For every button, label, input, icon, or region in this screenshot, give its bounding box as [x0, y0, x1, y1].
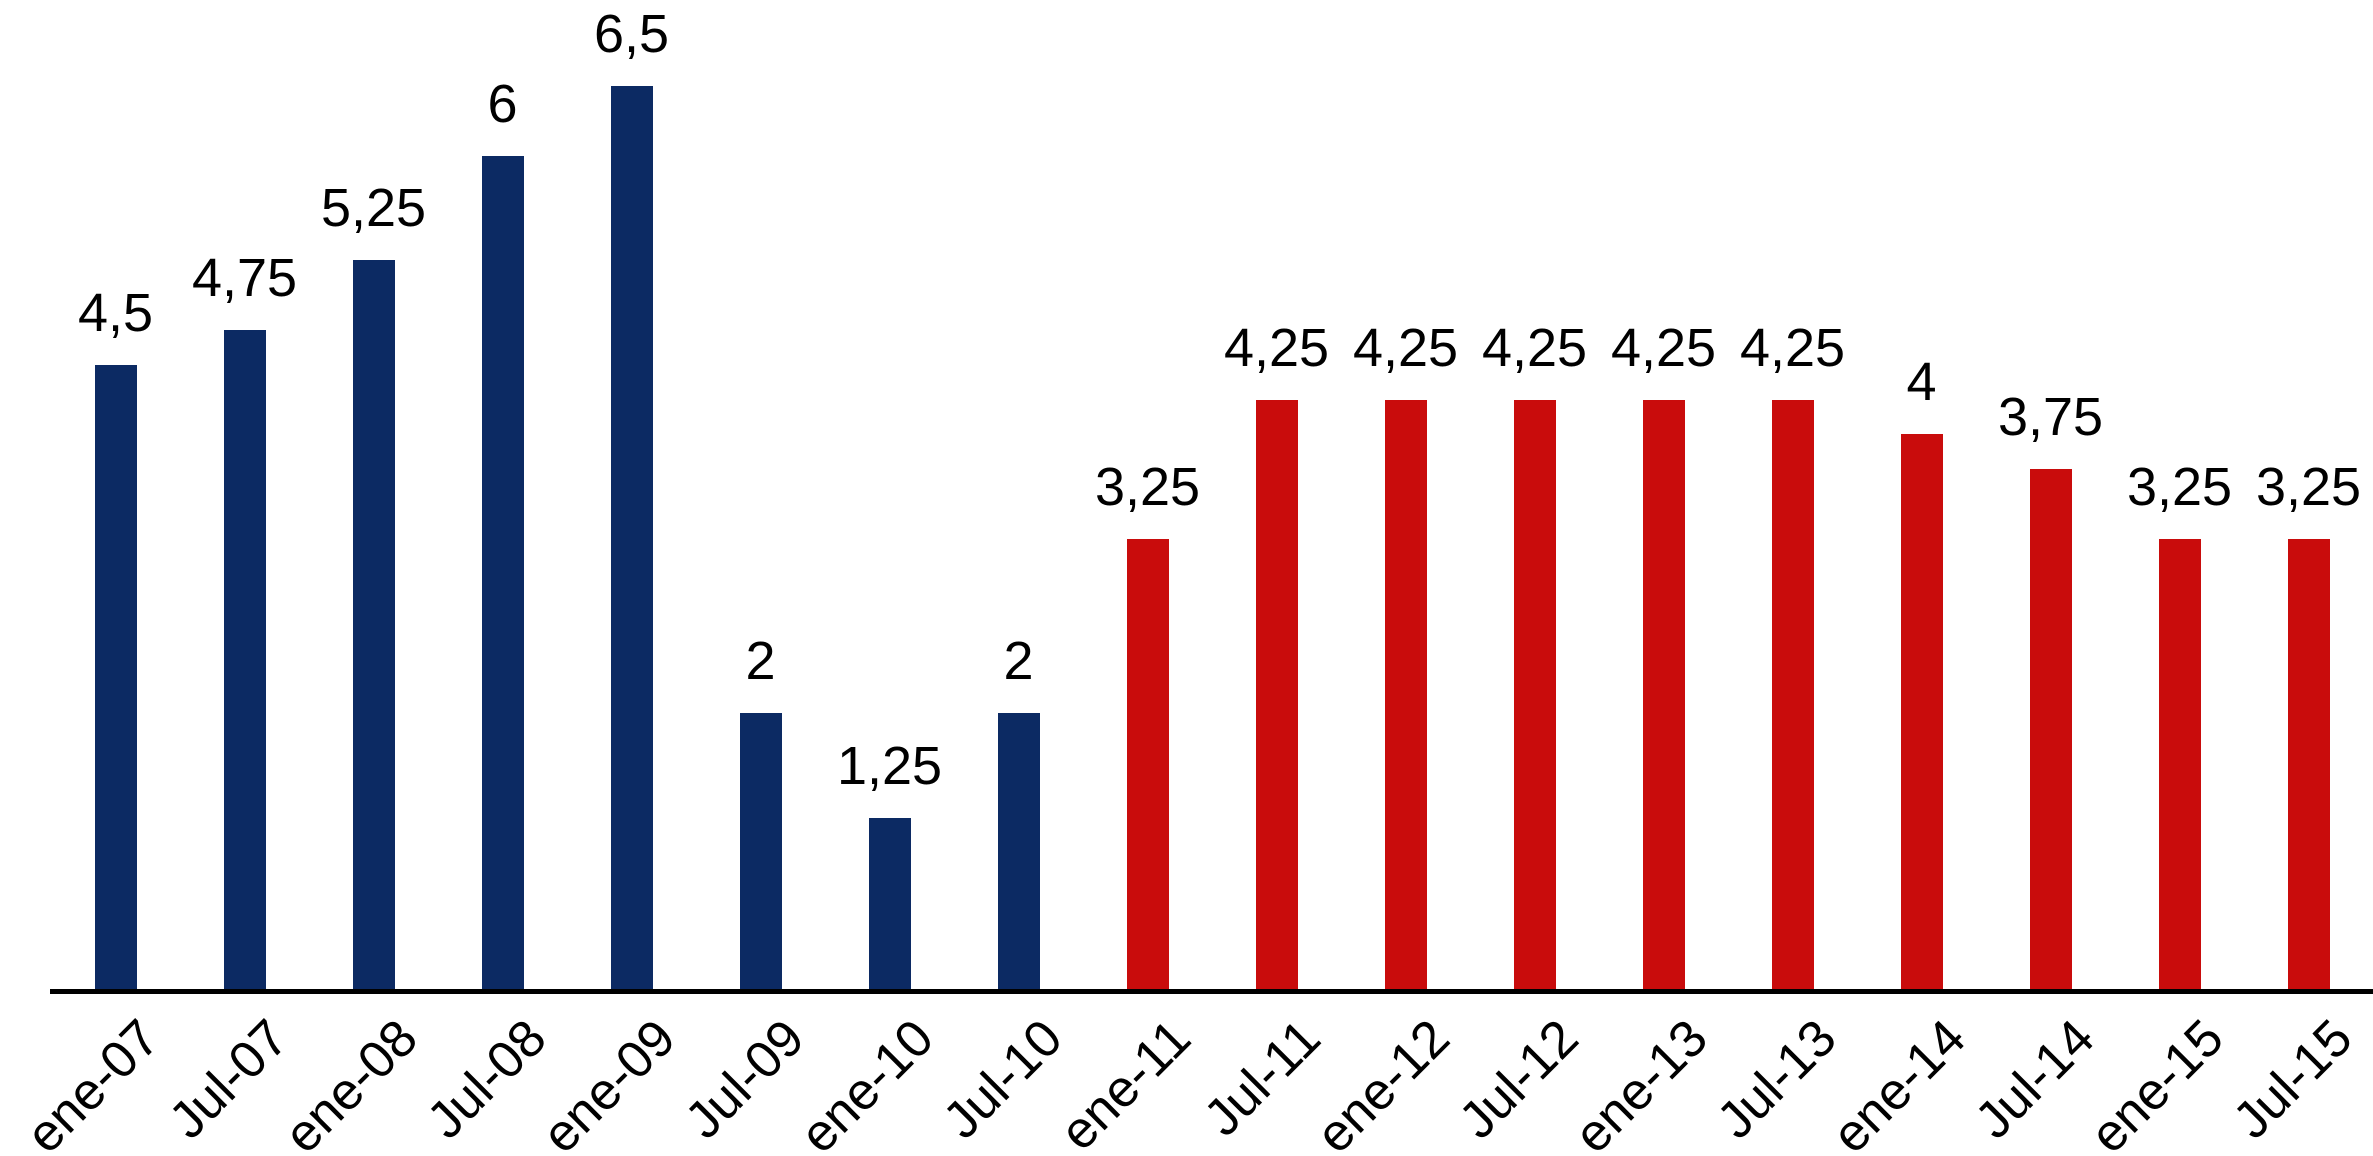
bar-slot-Jul-13: 4,25: [1728, 317, 1857, 992]
bar-slot-ene-07: 4,5: [51, 282, 180, 992]
x-tick-slot-ene-13: ene-13: [1563, 997, 1728, 1156]
bar-Jul-15: [2287, 539, 2330, 992]
bar-value-label: 3,25: [1094, 456, 1201, 517]
bar-slot-Jul-14: 3,75: [1986, 386, 2115, 992]
bar-slot-ene-09: 6,5: [567, 3, 696, 992]
bar-Jul-07: [223, 330, 266, 992]
bar-value-label: 3,25: [2126, 456, 2233, 517]
x-tick-slot-ene-15: ene-15: [2079, 997, 2244, 1156]
bar-slot-ene-11: 3,25: [1083, 456, 1212, 992]
bar-ene-13: [1642, 400, 1685, 992]
bar-slot-Jul-12: 4,25: [1470, 317, 1599, 992]
bar-slot-ene-13: 4,25: [1599, 317, 1728, 992]
x-tick-slot-ene-10: ene-10: [789, 997, 954, 1156]
bar-ene-12: [1384, 400, 1427, 992]
plot-area: 4,5 4,75 5,25 6 6,5 2 1,25 2 3,25 4,25 4,25 4,25 4,2…: [51, 0, 2373, 992]
bar-value-label: 4,75: [191, 247, 298, 308]
bar-slot-Jul-10: 2: [954, 630, 1083, 992]
bar-value-label: 2: [1003, 630, 1034, 691]
bar-value-label: 3,25: [2255, 456, 2362, 517]
x-axis-labels: ene-07 Jul-07 ene-08 Jul-08 ene-09 Jul-09 ene-…: [15, 997, 2373, 1156]
bar-ene-09: [610, 86, 653, 992]
x-tick-slot-ene-07: ene-07: [15, 997, 180, 1156]
bar-value-label: 5,25: [320, 177, 427, 238]
bar-slot-Jul-11: 4,25: [1212, 317, 1341, 992]
bar-Jul-12: [1513, 400, 1556, 992]
bar-slot-Jul-07: 4,75: [180, 247, 309, 992]
bar-value-label: 4,25: [1610, 317, 1717, 378]
bar-ene-15: [2158, 539, 2201, 992]
bar-value-label: 6,5: [593, 3, 670, 64]
x-tick-slot-ene-14: ene-14: [1821, 997, 1986, 1156]
bar-series: 4,5 4,75 5,25 6 6,5 2 1,25 2 3,25 4,25 4,25 4,25 4,2…: [51, 0, 2373, 992]
bar-value-label: 2: [745, 630, 776, 691]
bar-value-label: 4,25: [1481, 317, 1588, 378]
bar-Jul-13: [1771, 400, 1814, 992]
bar-ene-08: [352, 260, 395, 992]
bar-ene-14: [1900, 434, 1943, 992]
bar-value-label: 6: [487, 73, 518, 134]
x-axis-line: [50, 989, 2373, 994]
bar-value-label: 4: [1906, 351, 1937, 412]
bar-slot-ene-14: 4: [1857, 351, 1986, 992]
bar-Jul-11: [1255, 400, 1298, 992]
bar-value-label: 3,75: [1997, 386, 2104, 447]
x-tick-slot-ene-11: ene-11: [1050, 997, 1212, 1156]
bar-slot-ene-08: 5,25: [309, 177, 438, 992]
bar-slot-Jul-09: 2: [696, 630, 825, 992]
x-tick-slot-ene-08: ene-08: [273, 997, 438, 1156]
bar-slot-Jul-08: 6: [438, 73, 567, 992]
bar-ene-07: [94, 365, 137, 992]
bar-slot-ene-10: 1,25: [825, 735, 954, 992]
bar-value-label: 4,25: [1223, 317, 1330, 378]
bar-value-label: 1,25: [836, 735, 943, 796]
x-axis-label-ene-07: ene-07: [14, 1008, 171, 1156]
x-axis-label-Jul-15: Jul-15: [2222, 1008, 2364, 1151]
bar-value-label: 4,25: [1739, 317, 1846, 378]
bar-value-label: 4,5: [77, 282, 154, 343]
x-tick-slot-ene-12: ene-12: [1305, 997, 1470, 1156]
bar-slot-ene-15: 3,25: [2115, 456, 2244, 992]
bar-slot-ene-12: 4,25: [1341, 317, 1470, 992]
bar-Jul-08: [481, 156, 524, 992]
x-axis-label-Jul-10: Jul-10: [932, 1008, 1074, 1151]
x-tick-slot-Jul-15: Jul-15: [2222, 997, 2373, 1156]
x-tick-slot-ene-09: ene-09: [531, 997, 696, 1156]
bar-Jul-10: [997, 713, 1040, 992]
bar-value-label: 4,25: [1352, 317, 1459, 378]
bar-Jul-14: [2029, 469, 2072, 992]
bar-ene-10: [868, 818, 911, 992]
bar-ene-11: [1126, 539, 1169, 992]
bar-slot-Jul-15: 3,25: [2244, 456, 2373, 992]
bar-Jul-09: [739, 713, 782, 992]
